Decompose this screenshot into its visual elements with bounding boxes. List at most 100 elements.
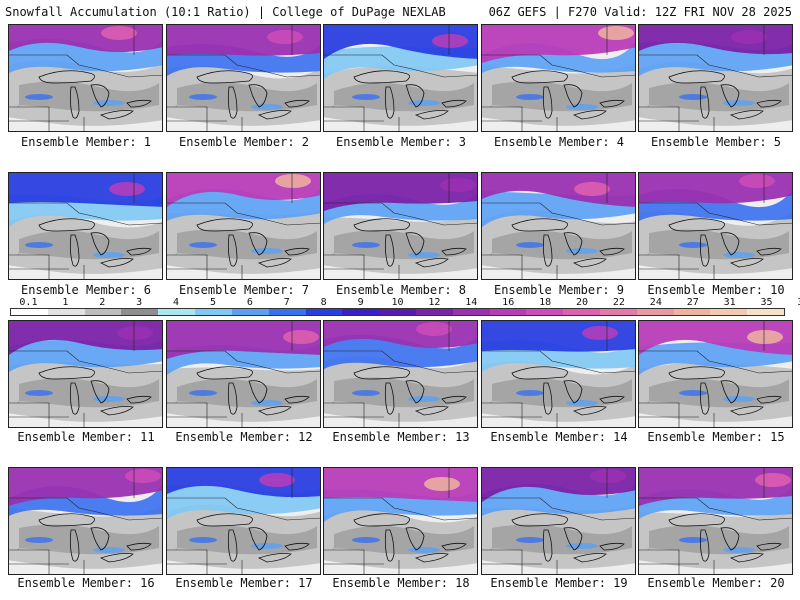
legend-tick-label: 6 <box>246 297 253 308</box>
snowfall-map-icon <box>639 468 792 574</box>
legend-tick-label: 24 <box>649 297 662 308</box>
legend-swatch <box>415 309 453 315</box>
legend-tick-label: 14 <box>465 297 478 308</box>
page-title: Snowfall Accumulation (10:1 Ratio) | Col… <box>5 5 446 19</box>
legend-swatch <box>452 309 490 315</box>
legend-tick-label: 16 <box>502 297 515 308</box>
legend-tick-label: 10 <box>391 297 404 308</box>
legend-tick-label: 1 <box>62 297 69 308</box>
snowfall-map-icon <box>167 25 320 131</box>
member-caption: Ensemble Member: 5 <box>650 135 782 149</box>
legend-swatch <box>342 309 380 315</box>
member-caption: Ensemble Member: 17 <box>175 576 313 590</box>
snowfall-map-icon <box>482 321 635 427</box>
member-caption: Ensemble Member: 1 <box>20 135 152 149</box>
legend-tick-label: 39 <box>797 297 800 308</box>
member-caption: Ensemble Member: 4 <box>493 135 625 149</box>
legend-swatch <box>710 309 748 315</box>
snowfall-map-icon <box>482 468 635 574</box>
legend-swatch <box>121 309 159 315</box>
legend-tick-label: 27 <box>686 297 699 308</box>
member-caption: Ensemble Member: 10 <box>647 283 785 297</box>
snowfall-map-icon <box>639 25 792 131</box>
legend-tick-label: 18 <box>539 297 552 308</box>
legend-tick-label: 5 <box>209 297 216 308</box>
member-map <box>323 24 478 132</box>
legend-swatch <box>305 309 343 315</box>
snowfall-map-icon <box>167 321 320 427</box>
member-caption: Ensemble Member: 8 <box>335 283 467 297</box>
legend-tick-label: 8 <box>320 297 327 308</box>
run-info: 06Z GEFS | F270 Valid: 12Z FRI NOV 28 20… <box>488 5 792 19</box>
member-map <box>8 320 163 428</box>
legend-swatch <box>673 309 711 315</box>
member-caption: Ensemble Member: 16 <box>17 576 155 590</box>
member-map <box>638 320 793 428</box>
member-map <box>166 320 321 428</box>
legend-swatch <box>84 309 122 315</box>
member-caption: Ensemble Member: 7 <box>178 283 310 297</box>
snowfall-map-icon <box>324 321 477 427</box>
member-caption: Ensemble Member: 3 <box>335 135 467 149</box>
legend-swatch <box>600 309 637 315</box>
member-map <box>481 320 636 428</box>
snowfall-map-icon <box>639 173 792 279</box>
snowfall-map-icon <box>167 468 320 574</box>
member-map <box>481 467 636 575</box>
legend-swatch <box>158 309 196 315</box>
member-map <box>323 467 478 575</box>
member-caption: Ensemble Member: 11 <box>17 430 155 444</box>
legend-tick-label: 35 <box>760 297 773 308</box>
member-caption: Ensemble Member: 19 <box>490 576 628 590</box>
legend-swatch <box>47 309 85 315</box>
snowfall-map-icon <box>9 25 162 131</box>
legend-swatch <box>379 309 416 315</box>
member-map <box>638 24 793 132</box>
member-caption: Ensemble Member: 13 <box>332 430 470 444</box>
member-map <box>8 467 163 575</box>
snowfall-map-icon <box>324 25 477 131</box>
member-caption: Ensemble Member: 15 <box>647 430 785 444</box>
legend-tick-label: 12 <box>428 297 441 308</box>
member-map <box>166 172 321 280</box>
snowfall-map-icon <box>9 321 162 427</box>
snowfall-map-icon <box>324 468 477 574</box>
legend-swatch <box>563 309 600 315</box>
legend-tick-label: 31 <box>723 297 736 308</box>
member-caption: Ensemble Member: 12 <box>175 430 313 444</box>
legend-tick-label: 20 <box>575 297 589 308</box>
snowfall-map-icon <box>639 321 792 427</box>
legend-tick-label: 3 <box>136 297 143 308</box>
member-caption: Ensemble Member: 9 <box>493 283 625 297</box>
member-map <box>8 24 163 132</box>
member-map <box>481 24 636 132</box>
legend-swatch <box>268 309 306 315</box>
member-map <box>8 172 163 280</box>
legend-swatch <box>489 309 527 315</box>
legend-colorbar <box>10 308 785 316</box>
snowfall-map-icon <box>167 173 320 279</box>
snowfall-map-icon <box>482 25 635 131</box>
legend-swatch <box>11 309 48 315</box>
legend-swatch <box>526 309 564 315</box>
member-caption: Ensemble Member: 6 <box>20 283 152 297</box>
legend-swatch <box>636 309 674 315</box>
snowfall-legend: 0.1123456789101214161820222427313539 <box>10 297 800 318</box>
legend-tick-label: 7 <box>283 297 290 308</box>
member-caption: Ensemble Member: 2 <box>178 135 310 149</box>
member-caption: Ensemble Member: 14 <box>490 430 628 444</box>
legend-tick-label: 4 <box>173 297 180 308</box>
member-caption: Ensemble Member: 18 <box>332 576 470 590</box>
snowfall-map-icon <box>482 173 635 279</box>
snowfall-map-icon <box>9 173 162 279</box>
legend-tick-label: 2 <box>99 297 106 308</box>
member-map <box>166 467 321 575</box>
legend-swatch <box>231 309 269 315</box>
snowfall-map-icon <box>324 173 477 279</box>
member-map <box>638 172 793 280</box>
member-map <box>638 467 793 575</box>
member-map <box>481 172 636 280</box>
legend-tick-label: 9 <box>357 297 364 308</box>
member-map <box>323 320 478 428</box>
member-map <box>166 24 321 132</box>
